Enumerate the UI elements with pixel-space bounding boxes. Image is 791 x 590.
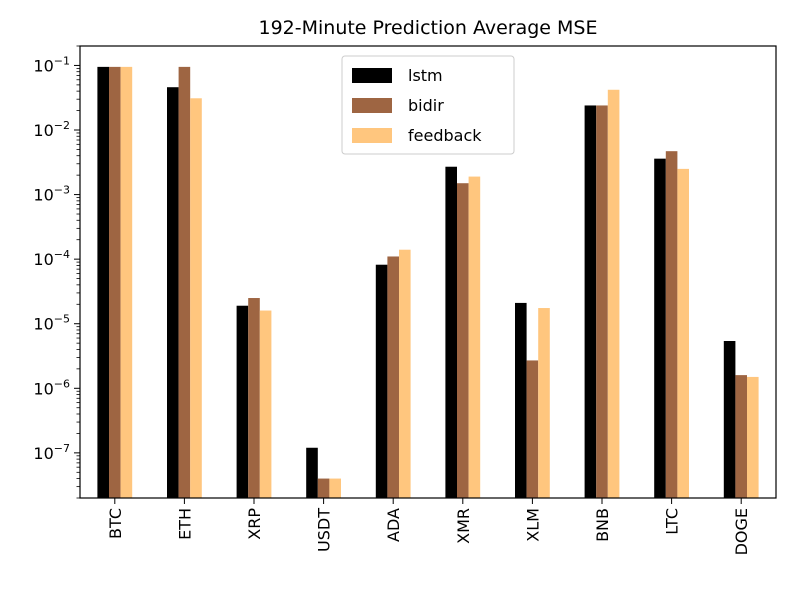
bar-lstm-doge: [723, 341, 736, 498]
bar-feedback-xlm: [538, 308, 550, 498]
bar-lstm-xrp: [236, 305, 249, 498]
x-tick-label: ADA: [384, 508, 403, 542]
bar-bidir-xrp: [248, 298, 260, 498]
bar-feedback-usdt: [329, 478, 341, 498]
x-tick-label: DOGE: [732, 508, 751, 555]
bar-lstm-ltc: [654, 158, 666, 498]
bar-feedback-bnb: [607, 89, 620, 499]
bar-bidir-bnb: [596, 105, 608, 498]
bar-feedback-ltc: [677, 168, 689, 498]
x-tick-label: XLM: [523, 508, 542, 542]
x-tick-label: ETH: [175, 508, 194, 540]
bar-feedback-xmr: [468, 176, 481, 498]
bar-lstm-xmr: [445, 166, 457, 498]
y-tick-label: 10−4: [33, 248, 70, 269]
bar-lstm-eth: [167, 87, 179, 498]
legend-swatch-bidir: [352, 98, 392, 113]
legend-swatch-lstm: [352, 68, 392, 83]
bar-feedback-eth: [190, 98, 202, 499]
bar-bidir-btc: [109, 66, 121, 499]
legend-swatch-feedback: [352, 128, 392, 143]
x-axis: BTC ETH XRP USDT ADA XMR XLM BNB LTC DOGE: [106, 498, 751, 555]
x-tick-label: XMR: [454, 508, 473, 544]
bar-lstm-ada: [375, 264, 388, 498]
y-tick-label: 10−3: [33, 184, 70, 205]
bar-lstm-bnb: [584, 105, 597, 498]
y-tick-label: 10−6: [33, 377, 70, 398]
bar-feedback-btc: [120, 66, 133, 499]
legend: lstm bidir feedback: [341, 55, 515, 155]
bar-feedback-ada: [399, 249, 411, 498]
x-tick-label: BTC: [106, 508, 125, 539]
bar-lstm-xlm: [515, 302, 527, 498]
x-tick-label: XRP: [245, 508, 264, 540]
bar-lstm-btc: [97, 66, 109, 499]
y-tick-label: 10−5: [33, 313, 70, 334]
bar-bidir-eth: [178, 66, 191, 499]
x-tick-label: BNB: [593, 508, 612, 542]
legend-label-bidir: bidir: [408, 96, 444, 115]
y-axis: 10−7 10−6 10−5 10−4 10−3 10−2 10−1: [33, 45, 80, 499]
bar-feedback-xrp: [259, 310, 272, 498]
bar-feedback-doge: [747, 376, 759, 498]
y-tick-label: 10−1: [33, 54, 70, 75]
plot-frame: [79, 45, 777, 499]
y-tick-label: 10−7: [33, 442, 70, 463]
legend-label-lstm: lstm: [408, 66, 443, 85]
bars: [97, 66, 759, 499]
bar-bidir-xmr: [457, 183, 469, 498]
bar-lstm-usdt: [306, 447, 318, 498]
x-tick-label: LTC: [663, 508, 682, 535]
bar-bidir-doge: [735, 375, 747, 498]
bar-bidir-ada: [387, 256, 399, 498]
bar-bidir-usdt: [317, 478, 330, 498]
bar-bidir-ltc: [665, 151, 678, 498]
x-tick-label: USDT: [315, 508, 334, 552]
bar-bidir-xlm: [526, 360, 539, 498]
legend-label-feedback: feedback: [408, 126, 482, 145]
y-tick-label: 10−2: [33, 119, 70, 140]
chart-title: 192-Minute Prediction Average MSE: [258, 17, 597, 39]
